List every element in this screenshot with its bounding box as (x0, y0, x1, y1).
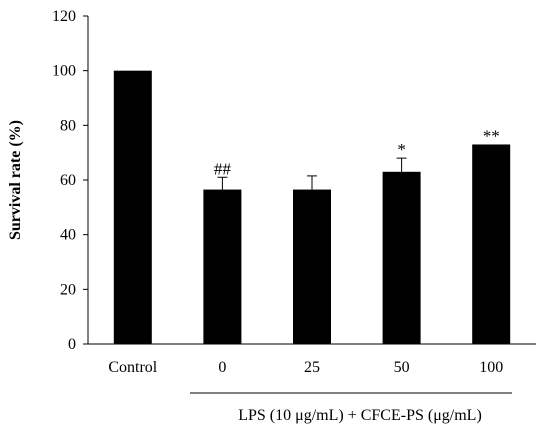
bar (203, 189, 242, 344)
y-axis: 0 20 40 60 80 100 120 (52, 8, 89, 353)
bar (113, 70, 152, 345)
x-tick-label: 50 (394, 359, 410, 376)
x-tick-label: 0 (218, 359, 226, 376)
bar (382, 171, 421, 344)
y-tick-label: 20 (60, 281, 76, 298)
y-tick-label: 100 (52, 63, 76, 80)
y-tick-label: 80 (60, 117, 76, 134)
y-tick-label: 40 (60, 227, 76, 244)
y-tick-label: 120 (52, 8, 76, 25)
x-tick-label: Control (108, 359, 157, 376)
significance-marker: ** (483, 126, 500, 145)
x-tick-label: 25 (304, 359, 320, 376)
y-axis-title: Survival rate (%) (7, 120, 24, 240)
significance-marker: ## (214, 159, 232, 178)
error-bars (217, 157, 407, 190)
significance-marker: * (397, 140, 406, 159)
bars (113, 70, 511, 345)
y-tick-label: 0 (68, 336, 76, 353)
bar (293, 189, 331, 344)
x-tick-label: 100 (479, 359, 503, 376)
y-tick-label: 60 (60, 172, 76, 189)
significance-markers: ##*** (214, 126, 500, 178)
bar (472, 144, 511, 344)
category-labels: Control 0 25 50 100 (108, 359, 503, 376)
group-caption: LPS (10 μg/mL) + CFCE-PS (μg/mL) (238, 407, 482, 424)
